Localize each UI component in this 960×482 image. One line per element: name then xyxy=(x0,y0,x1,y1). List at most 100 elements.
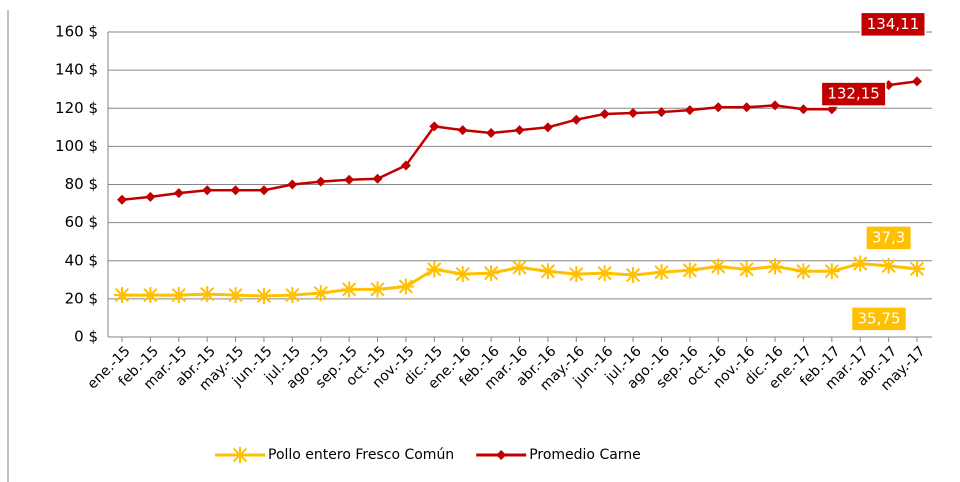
star-marker xyxy=(710,258,727,275)
star-stroke xyxy=(625,267,641,283)
diamond-marker xyxy=(486,128,497,139)
legend-label: Pollo entero Fresco Común xyxy=(268,447,454,463)
star-stroke xyxy=(256,288,272,304)
data-label-text: 37,3 xyxy=(872,228,905,246)
data-label: 132,15 xyxy=(820,81,887,107)
star-marker xyxy=(142,287,159,304)
star-stroke xyxy=(711,259,726,274)
diamond-marker xyxy=(457,125,468,136)
y-tick-label: 60 $ xyxy=(65,213,98,231)
star-marker xyxy=(227,287,244,304)
star-stroke xyxy=(540,264,555,279)
star-marker xyxy=(170,287,187,304)
diamond-marker xyxy=(287,179,298,190)
star-marker xyxy=(852,255,869,272)
star-marker xyxy=(312,285,329,302)
star-stroke xyxy=(767,259,783,274)
star-marker xyxy=(341,281,358,298)
diamond-marker xyxy=(514,125,525,136)
star-marker xyxy=(284,287,301,304)
star-stroke xyxy=(228,287,243,303)
diamond-marker xyxy=(912,76,922,87)
star-marker xyxy=(232,447,248,463)
star-marker xyxy=(255,288,272,305)
star-marker xyxy=(568,266,585,283)
diamond-marker xyxy=(145,191,156,202)
diamond-marker xyxy=(496,450,507,460)
star-stroke xyxy=(796,264,811,279)
star-stroke xyxy=(824,264,839,279)
diamond-marker xyxy=(628,108,639,119)
diamond-marker xyxy=(344,174,355,185)
star-stroke xyxy=(881,258,896,274)
star-marker xyxy=(880,257,897,274)
star-stroke xyxy=(200,287,215,302)
diamond-marker xyxy=(571,114,582,125)
diamond-marker xyxy=(258,185,269,196)
diamond-marker xyxy=(684,105,695,116)
data-label-box xyxy=(865,225,913,251)
star-stroke xyxy=(909,261,925,276)
diamond-marker xyxy=(429,121,440,132)
star-marker xyxy=(511,259,528,276)
star-stroke xyxy=(484,266,499,281)
star-stroke xyxy=(370,282,385,297)
star-stroke xyxy=(597,266,612,281)
data-label: 37,3 xyxy=(865,225,913,251)
diamond-marker xyxy=(770,100,781,111)
diamond-marker xyxy=(117,194,127,205)
star-marker xyxy=(199,286,216,303)
diamond-marker xyxy=(599,108,610,119)
star-marker xyxy=(909,260,925,277)
star-marker xyxy=(738,261,755,278)
star-stroke xyxy=(342,282,357,297)
star-marker xyxy=(369,281,386,298)
y-tick-label: 160 $ xyxy=(55,23,98,41)
diamond-marker xyxy=(400,160,411,171)
star-stroke xyxy=(455,266,470,282)
y-tick-label: 0 $ xyxy=(74,328,98,346)
star-stroke xyxy=(232,447,248,463)
diamond-marker xyxy=(315,176,326,187)
star-marker xyxy=(767,258,784,275)
y-tick-label: 40 $ xyxy=(65,251,98,269)
star-marker xyxy=(625,267,642,284)
diamond-marker xyxy=(798,104,809,115)
data-label-text: 132,15 xyxy=(827,85,880,103)
star-stroke xyxy=(143,287,158,303)
star-stroke xyxy=(427,262,442,277)
star-stroke xyxy=(654,265,669,280)
y-tick-label: 80 $ xyxy=(65,175,98,193)
data-label-box xyxy=(860,11,926,38)
legend-label: Promedio Carne xyxy=(529,447,641,463)
star-stroke xyxy=(398,279,414,294)
diamond-marker xyxy=(372,173,383,184)
y-tick-label: 100 $ xyxy=(55,137,98,155)
data-label-box xyxy=(820,81,887,107)
diamond-marker xyxy=(713,102,724,113)
star-marker xyxy=(681,262,698,279)
y-tick-label: 140 $ xyxy=(55,61,98,79)
star-stroke xyxy=(739,262,754,277)
star-stroke xyxy=(569,266,584,282)
star-stroke xyxy=(512,260,527,275)
star-stroke xyxy=(114,287,130,303)
star-marker xyxy=(454,266,471,283)
diamond-marker xyxy=(741,102,752,113)
star-marker xyxy=(795,263,812,280)
data-label-text: 35,75 xyxy=(858,309,901,327)
star-marker xyxy=(823,263,840,280)
data-label: 134,11 xyxy=(860,11,926,38)
star-stroke xyxy=(853,256,868,271)
diamond-marker xyxy=(202,185,213,196)
data-label-text: 134,11 xyxy=(867,15,920,33)
star-marker xyxy=(397,278,414,295)
star-marker xyxy=(426,261,443,278)
data-label: 35,75 xyxy=(850,306,908,332)
star-marker xyxy=(539,263,556,280)
diamond-marker xyxy=(230,185,241,196)
series-line xyxy=(121,80,918,201)
star-marker xyxy=(483,265,500,282)
star-stroke xyxy=(285,287,300,303)
